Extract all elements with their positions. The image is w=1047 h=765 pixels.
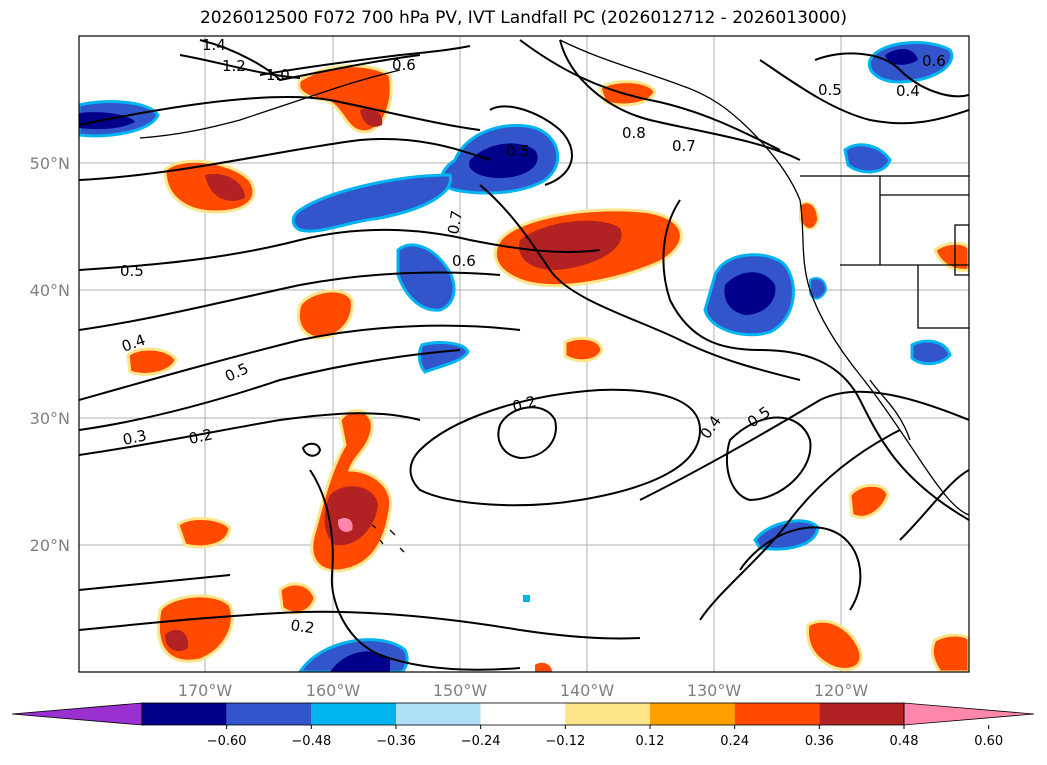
colorbar-segment xyxy=(226,703,312,725)
svg-text:0.3: 0.3 xyxy=(121,426,148,449)
lon-label-140w: 140°W xyxy=(560,681,615,700)
coastlines xyxy=(139,39,969,553)
colorbar-frame xyxy=(141,702,905,726)
svg-text:0.4: 0.4 xyxy=(896,82,920,100)
colorbar-tick-label: 0.48 xyxy=(890,734,919,749)
svg-text:0.6: 0.6 xyxy=(922,52,946,70)
svg-text:0.6: 0.6 xyxy=(452,252,476,270)
colorbar-tick-label: 0.36 xyxy=(805,734,834,749)
colorbar-segment xyxy=(819,703,904,725)
svg-text:1.4: 1.4 xyxy=(202,36,226,54)
colorbar-tick-label: −0.48 xyxy=(291,734,331,749)
colorbar-tick-label: −0.60 xyxy=(207,734,247,749)
positive-anomalies xyxy=(126,64,969,672)
svg-text:0.6: 0.6 xyxy=(392,56,416,74)
svg-text:0.2: 0.2 xyxy=(289,616,315,637)
colorbar: −0.60 −0.48 −0.36 −0.24 −0.12 0.12 0.24 0.36 0.4… xyxy=(11,702,1035,749)
blob-neg-central xyxy=(291,173,452,233)
colorbar-segment xyxy=(396,703,481,725)
map-title: 2026012500 F072 700 hPa PV, IVT Landfall… xyxy=(199,8,847,28)
lon-label-160w: 160°W xyxy=(306,681,361,700)
map-panel[interactable]: 1.4 1.2 1.0 0.6 0.5 0.8 0.7 0.5 0.6 0.4 … xyxy=(79,36,969,672)
svg-text:0.7: 0.7 xyxy=(444,209,466,236)
colorbar-tick-labels: −0.60 −0.48 −0.36 −0.24 −0.12 0.12 0.24 0.36 0.4… xyxy=(207,725,1003,749)
svg-text:0.8: 0.8 xyxy=(622,124,646,142)
colorbar-tick-label: 0.60 xyxy=(974,734,1003,749)
colorbar-tick-label: 0.12 xyxy=(636,734,665,749)
svg-text:0.2: 0.2 xyxy=(187,425,214,448)
colorbar-extend-high xyxy=(903,702,1035,726)
colorbar-extend-low xyxy=(11,702,143,726)
lon-label-120w: 120°W xyxy=(814,681,869,700)
negative-anomalies xyxy=(79,41,954,672)
svg-text:0.7: 0.7 xyxy=(672,137,696,155)
svg-text:0.5: 0.5 xyxy=(506,142,530,160)
svg-text:0.5: 0.5 xyxy=(120,262,144,280)
longitude-labels: 170°W 160°W 150°W 140°W 130°W 120°W xyxy=(178,681,869,700)
lon-label-130w: 130°W xyxy=(687,681,742,700)
svg-text:1.2: 1.2 xyxy=(222,57,246,75)
blob-neg-mid xyxy=(396,243,456,312)
svg-text:0.5: 0.5 xyxy=(818,81,842,99)
colorbar-tick-label: −0.12 xyxy=(545,734,585,749)
colorbar-tick-label: −0.24 xyxy=(461,734,501,749)
lat-label-30n: 30°N xyxy=(30,409,70,428)
map-frame xyxy=(78,35,970,673)
lat-label-50n: 50°N xyxy=(30,154,70,173)
colorbar-segment xyxy=(142,703,227,725)
lat-label-20n: 20°N xyxy=(30,536,70,555)
colorbar-segment xyxy=(480,703,566,725)
colorbar-segments xyxy=(11,702,1035,726)
colorbar-segment xyxy=(734,703,820,725)
svg-text:0.2: 0.2 xyxy=(510,392,538,416)
colorbar-segment xyxy=(311,703,396,725)
colorbar-segment xyxy=(565,703,650,725)
latitude-labels: 50°N 40°N 30°N 20°N xyxy=(30,154,70,555)
lon-label-170w: 170°W xyxy=(178,681,233,700)
contour-lines xyxy=(79,39,969,671)
colorbar-tick-label: 0.24 xyxy=(720,734,749,749)
lon-label-150w: 150°W xyxy=(433,681,488,700)
colorbar-segment xyxy=(650,703,735,725)
svg-text:1.0: 1.0 xyxy=(266,66,290,84)
colorbar-tick-label: −0.36 xyxy=(376,734,416,749)
lat-label-40n: 40°N xyxy=(30,281,70,300)
